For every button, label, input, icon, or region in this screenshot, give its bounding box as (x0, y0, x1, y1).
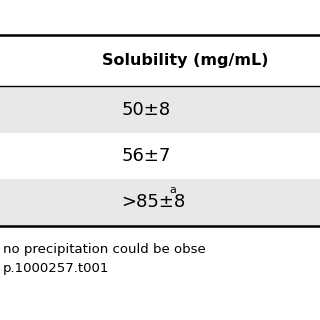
Text: >85±8: >85±8 (122, 193, 186, 212)
Bar (0, 133, 320, 179)
Text: Solubility (mg/mL): Solubility (mg/mL) (102, 53, 269, 68)
Text: a: a (170, 185, 176, 195)
Text: p.1000257.t001: p.1000257.t001 (3, 262, 109, 275)
Text: no precipitation could be obse: no precipitation could be obse (3, 243, 206, 256)
Bar (0, 35, 320, 86)
Text: 50±8: 50±8 (122, 100, 171, 119)
Bar (0, 179, 320, 226)
Bar (0, 86, 320, 133)
Text: 56±7: 56±7 (122, 147, 171, 165)
